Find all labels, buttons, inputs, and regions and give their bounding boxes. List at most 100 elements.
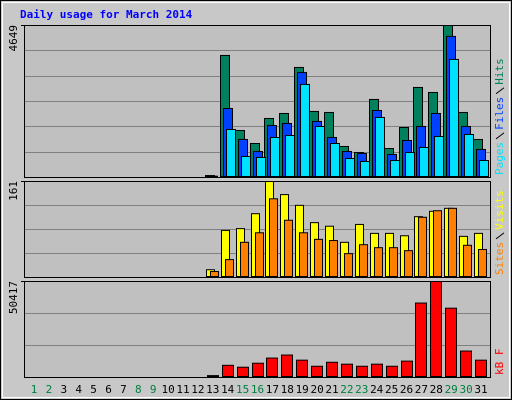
bar <box>252 362 264 378</box>
x-tick-label: 7 <box>120 383 127 396</box>
bar <box>460 350 472 378</box>
bar <box>389 247 398 278</box>
bar <box>299 232 308 278</box>
bar <box>240 241 249 277</box>
legend-label: Visits <box>493 190 506 230</box>
bar <box>226 128 236 178</box>
bar <box>445 307 457 377</box>
x-tick-label: 11 <box>176 383 189 396</box>
bar <box>419 146 429 178</box>
legend-label: kB F <box>493 349 506 376</box>
x-tick-label: 3 <box>60 383 67 396</box>
x-tick-label: 29 <box>445 383 458 396</box>
legend-separator <box>495 132 505 140</box>
bar <box>266 357 278 377</box>
bar <box>225 259 234 278</box>
bar <box>326 361 338 377</box>
x-tick-label: 26 <box>400 383 413 396</box>
bar <box>300 83 310 177</box>
bar <box>311 365 323 377</box>
bar <box>356 365 368 377</box>
bar <box>241 155 251 178</box>
x-tick-label: 16 <box>251 383 264 396</box>
bar <box>390 159 400 177</box>
x-tick-label: 17 <box>266 383 279 396</box>
bar <box>281 354 293 378</box>
x-tick-label: 10 <box>161 383 174 396</box>
bar <box>285 134 295 177</box>
legend-label: Hits <box>493 58 506 85</box>
y-tick-label: 161 <box>7 181 20 201</box>
bar <box>415 302 427 377</box>
bar <box>430 281 442 377</box>
x-tick-label: 4 <box>75 383 82 396</box>
x-tick-label: 1 <box>31 383 38 396</box>
bar <box>329 240 338 277</box>
x-tick-label: 21 <box>325 383 338 396</box>
bar <box>314 238 323 278</box>
x-tick-label: 18 <box>281 383 294 396</box>
bar <box>479 159 489 177</box>
bar <box>255 232 264 278</box>
bar <box>222 364 234 377</box>
bar <box>359 244 368 278</box>
bar <box>374 247 383 278</box>
x-tick-label: 15 <box>236 383 249 396</box>
bar <box>405 151 415 178</box>
bar <box>344 253 353 277</box>
x-tick-label: 31 <box>474 383 487 396</box>
x-tick-label: 20 <box>310 383 323 396</box>
bar <box>434 135 444 177</box>
bar <box>345 158 355 178</box>
x-tick-label: 23 <box>355 383 368 396</box>
x-tick-label: 19 <box>296 383 309 396</box>
chart-title: Daily usage for March 2014 <box>20 8 193 21</box>
bar <box>360 160 370 178</box>
x-tick-label: 24 <box>370 383 384 396</box>
bar <box>207 375 219 378</box>
bar <box>237 366 249 377</box>
x-tick-label: 5 <box>90 383 97 396</box>
bar <box>464 133 474 177</box>
y-tick-label: 4649 <box>7 25 20 52</box>
bar <box>386 365 398 377</box>
legend-label: Sites <box>493 242 506 275</box>
bar <box>270 136 280 177</box>
bar <box>475 359 487 378</box>
bar <box>284 219 293 278</box>
bar <box>256 156 266 178</box>
x-tick-label: 13 <box>206 383 219 396</box>
x-tick-label: 27 <box>415 383 428 396</box>
bar <box>449 58 459 177</box>
bar <box>315 125 325 177</box>
bar <box>418 216 427 277</box>
x-tick-label: 28 <box>430 383 443 396</box>
bar <box>433 210 442 277</box>
bar <box>269 198 278 278</box>
bar <box>330 142 340 178</box>
bar <box>210 271 219 277</box>
x-tick-label: 30 <box>459 383 472 396</box>
x-tick-label: 2 <box>46 383 53 396</box>
bar <box>463 244 472 277</box>
bar <box>448 207 457 277</box>
bar <box>296 359 308 378</box>
x-tick-label: 12 <box>191 383 204 396</box>
x-tick-label: 25 <box>385 383 398 396</box>
x-tick-label: 22 <box>340 383 353 396</box>
bar <box>371 363 383 378</box>
bar <box>478 248 487 278</box>
legend-label: Pages <box>493 142 506 175</box>
x-tick-label: 8 <box>135 383 142 396</box>
x-tick-label: 6 <box>105 383 112 396</box>
bar <box>341 363 353 378</box>
y-tick-label: 50417 <box>7 281 20 314</box>
legend-separator <box>495 87 505 95</box>
x-tick-label: 9 <box>150 383 157 396</box>
bar <box>375 116 385 177</box>
legend-separator <box>495 232 505 240</box>
x-tick-label: 14 <box>221 383 235 396</box>
